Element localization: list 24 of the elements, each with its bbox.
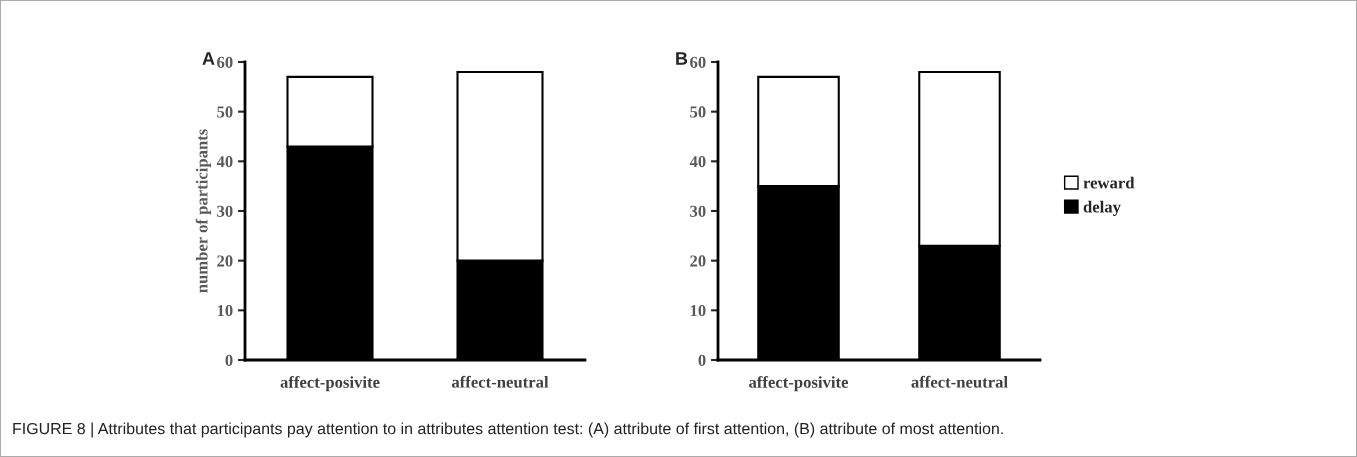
chart-title: B xyxy=(676,52,688,65)
y-tick-label: 0 xyxy=(225,354,233,366)
y-tick-label: 30 xyxy=(217,205,233,217)
y-tick-label: 60 xyxy=(690,56,706,68)
legend-label: reward xyxy=(1083,176,1135,189)
y-tick-label: 20 xyxy=(690,255,706,267)
y-tick-label: 40 xyxy=(216,156,233,168)
y-axis-title: number of participants xyxy=(195,129,211,293)
y-tick-label: 30 xyxy=(690,205,706,217)
chart-title: A xyxy=(202,52,215,65)
y-tick-label: 10 xyxy=(690,305,706,317)
x-tick-label: affect-posivite xyxy=(749,375,849,392)
caption: FIGURE 8 | Attributes that participants pay attention to in attributes attention test: (A) attribute of first attention, (B) attribute of most attention. xyxy=(13,422,1003,438)
y-tick-label: 60 xyxy=(217,56,233,68)
x-tick-label: affect-neutral xyxy=(451,375,549,388)
x-tick-label: affect-neutral xyxy=(911,375,1008,388)
y-tick-label: 50 xyxy=(217,106,233,118)
legend-label: delay xyxy=(1083,200,1121,217)
y-tick-label: 10 xyxy=(217,305,233,317)
y-tick-label: 50 xyxy=(690,106,706,118)
x-tick-label: affect-posivite xyxy=(280,375,380,392)
y-tick-label: 20 xyxy=(217,255,233,267)
y-tick-label: 40 xyxy=(689,156,706,168)
y-tick-label: 0 xyxy=(698,354,706,366)
